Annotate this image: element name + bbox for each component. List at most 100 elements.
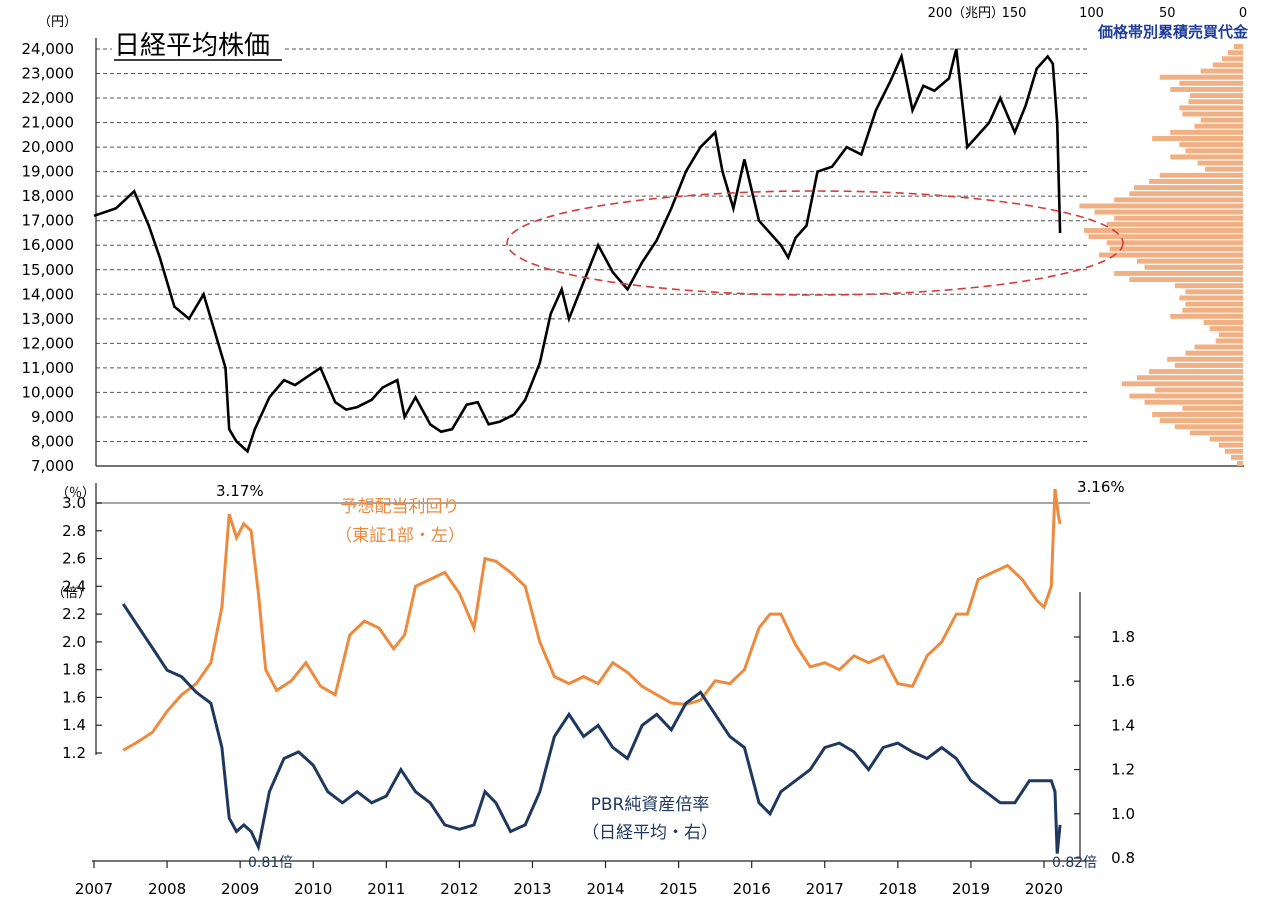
- volume-bar: [1179, 142, 1243, 148]
- volume-bar: [1197, 160, 1243, 166]
- volume-bar: [1189, 93, 1243, 99]
- yield-tick-label: 2.2: [62, 605, 86, 623]
- yield-tick-label: 2.0: [62, 633, 86, 651]
- yield-tick-label: 1.2: [62, 744, 86, 762]
- volume-bar: [1079, 203, 1243, 209]
- volume-bar: [1209, 326, 1243, 332]
- volume-bar: [1227, 50, 1243, 56]
- price-tick-label: 13,000: [22, 310, 75, 328]
- volume-bar: [1170, 86, 1243, 92]
- volume-bar: [1155, 387, 1243, 393]
- pbr-tick-label: 1.0: [1111, 805, 1135, 823]
- volume-bar: [1109, 246, 1243, 252]
- volume-bar: [1136, 375, 1243, 381]
- volume-bar: [1133, 185, 1243, 191]
- pbr-tick-label: 1.2: [1111, 761, 1135, 779]
- year-tick-label: 2020: [1025, 880, 1063, 898]
- volume-tick-label: 150: [1002, 6, 1027, 21]
- volume-bar: [1144, 399, 1243, 405]
- volume-bar: [1170, 129, 1243, 135]
- volume-bar: [1189, 430, 1243, 436]
- volume-bar: [1230, 454, 1243, 460]
- volume-bar: [1094, 209, 1243, 215]
- volume-bar: [1174, 424, 1243, 430]
- volume-bar: [1083, 228, 1243, 233]
- pbr-series-label-1: PBR純資産倍率: [591, 795, 710, 815]
- volume-bar: [1136, 258, 1243, 264]
- volume-bar: [1114, 197, 1243, 203]
- yield-axis-unit: （％）: [56, 486, 95, 501]
- volume-bar: [1182, 111, 1243, 117]
- volume-bar: [1236, 461, 1243, 466]
- dividend-yield-line: [122, 488, 1062, 752]
- year-tick-label: 2007: [75, 880, 113, 898]
- price-tick-label: 24,000: [22, 40, 75, 58]
- price-tick-label: 11,000: [22, 359, 75, 377]
- year-tick-label: 2015: [660, 880, 698, 898]
- year-tick-label: 2011: [367, 880, 405, 898]
- volume-bar: [1185, 148, 1243, 154]
- volume-bar: [1106, 240, 1243, 246]
- yield-tick-label: 1.8: [62, 661, 86, 679]
- volume-tick-label: 100: [1079, 6, 1104, 21]
- volume-bar: [1159, 172, 1243, 178]
- price-tick-label: 16,000: [22, 236, 75, 254]
- year-tick-label: 2016: [733, 880, 771, 898]
- volume-tick-label: 200: [928, 6, 953, 21]
- price-tick-label: 23,000: [22, 65, 75, 83]
- volume-title: 価格帯別累積売買代金: [1097, 23, 1249, 41]
- volume-bar: [1106, 221, 1243, 227]
- price-tick-label: 19,000: [22, 163, 75, 181]
- volume-bar: [1215, 338, 1243, 344]
- volume-bar: [1114, 215, 1243, 221]
- year-tick-label: 2018: [879, 880, 917, 898]
- price-tick-label: 20,000: [22, 138, 75, 156]
- price-axis-unit: （円）: [38, 15, 77, 30]
- yield-tick-label: 1.6: [62, 688, 86, 706]
- yield-tick-label: 3.0: [62, 494, 86, 512]
- price-tick-label: 8,000: [31, 432, 74, 450]
- volume-bar: [1129, 191, 1243, 197]
- volume-bar: [1170, 313, 1243, 319]
- volume-bar: [1099, 252, 1243, 258]
- yield-annotation-2020: 3.16%: [1077, 478, 1125, 496]
- price-tick-label: 14,000: [22, 285, 75, 303]
- volume-bar: [1152, 136, 1243, 141]
- volume-bar: [1194, 123, 1243, 129]
- volume-bar: [1144, 264, 1243, 270]
- volume-bar: [1088, 234, 1243, 240]
- volume-bar: [1170, 154, 1243, 160]
- year-tick-label: 2013: [513, 880, 551, 898]
- highlight-ellipse: [506, 190, 1124, 296]
- volume-profile-bars: [1079, 44, 1243, 466]
- volume-bar: [1194, 344, 1243, 350]
- yield-series-label-2: （東証1部・左）: [335, 526, 465, 546]
- pbr-line: [121, 603, 1062, 854]
- volume-bar: [1205, 166, 1243, 172]
- title-box: [112, 26, 284, 64]
- yield-tick-label: 2.8: [62, 522, 86, 540]
- volume-tick-label: 0: [1239, 6, 1247, 21]
- volume-bar: [1182, 307, 1243, 313]
- volume-bar: [1212, 62, 1243, 68]
- pbr-axis-unit: （倍）: [52, 586, 91, 601]
- year-tick-label: 2009: [221, 880, 259, 898]
- pbr-series-label-2: （日経平均・右）: [582, 823, 718, 843]
- year-tick-label: 2014: [586, 880, 624, 898]
- pbr-tick-label: 1.8: [1111, 628, 1135, 646]
- volume-bar: [1224, 448, 1243, 454]
- volume-bar: [1233, 44, 1243, 49]
- volume-bar: [1182, 405, 1243, 411]
- volume-bar: [1218, 332, 1243, 338]
- volume-bar: [1185, 301, 1243, 307]
- volume-bar: [1221, 56, 1243, 62]
- pbr-tick-label: 1.6: [1111, 672, 1135, 690]
- volume-bar: [1179, 80, 1243, 86]
- volume-bar: [1129, 277, 1243, 283]
- pbr-tick-label: 1.4: [1111, 716, 1135, 734]
- pbr-tick-label: 0.8: [1111, 849, 1135, 867]
- yield-tick-label: 2.4: [62, 577, 86, 595]
- year-tick-label: 2012: [440, 880, 478, 898]
- volume-bar: [1185, 350, 1243, 356]
